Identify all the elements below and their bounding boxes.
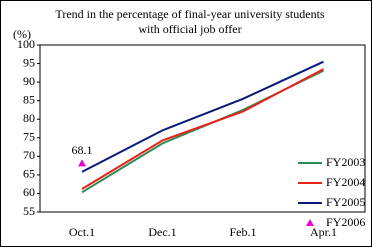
y-tick-label: 85 (23, 92, 35, 106)
point-marker (78, 159, 86, 167)
y-tick-label: 75 (23, 130, 35, 144)
x-tick-label: Feb.1 (230, 225, 257, 239)
legend-label: FY2006 (326, 215, 365, 229)
y-tick-label: 70 (23, 148, 35, 162)
y-tick-label: 95 (23, 55, 35, 69)
legend-label: FY2005 (326, 195, 365, 209)
y-tick-label: 100 (17, 37, 35, 51)
y-tick-label: 60 (23, 185, 35, 199)
chart-title: Trend in the percentage of final-year un… (55, 7, 324, 36)
series-line (81, 68, 324, 190)
x-tick-label: Apr.1 (310, 225, 337, 239)
legend-label: FY2004 (326, 175, 365, 189)
plot-area (39, 44, 366, 213)
y-axis-label: (%) (13, 27, 31, 41)
legend-label: FY2003 (326, 155, 365, 169)
data-label: 68.1 (72, 143, 93, 157)
x-tick-label: Dec.1 (148, 225, 176, 239)
y-tick-label: 90 (23, 74, 35, 88)
x-tick-label: Oct.1 (69, 225, 95, 239)
series-line (81, 60, 324, 173)
y-tick-label: 80 (23, 111, 35, 125)
y-tick-label: 55 (23, 204, 35, 218)
y-tick-label: 65 (23, 167, 35, 181)
legend-symbol (306, 219, 314, 226)
